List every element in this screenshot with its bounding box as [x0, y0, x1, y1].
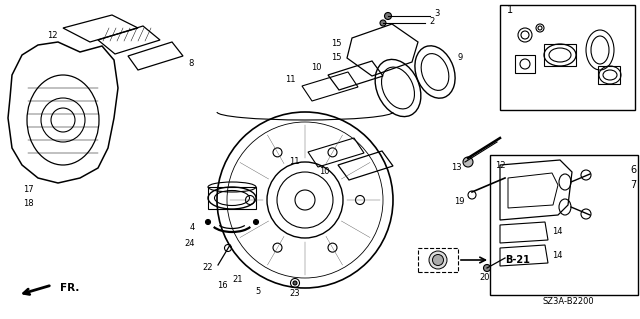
Text: 8: 8: [188, 58, 193, 68]
Text: 15: 15: [332, 54, 342, 63]
Text: 19: 19: [454, 197, 465, 206]
Text: FR.: FR.: [60, 283, 79, 293]
Text: SZ3A-B2200: SZ3A-B2200: [542, 298, 594, 307]
Text: 13: 13: [451, 164, 462, 173]
Circle shape: [205, 219, 211, 225]
Text: 11: 11: [289, 158, 300, 167]
Text: 22: 22: [203, 263, 213, 272]
Text: 17: 17: [22, 186, 33, 195]
Text: 2: 2: [429, 17, 435, 26]
Text: 3: 3: [434, 10, 440, 19]
Text: 18: 18: [22, 198, 33, 207]
Circle shape: [433, 255, 444, 265]
Text: 9: 9: [458, 54, 463, 63]
Text: 12: 12: [495, 160, 506, 169]
Bar: [544, 44, 576, 66]
Text: 24: 24: [184, 239, 195, 248]
Circle shape: [293, 281, 297, 285]
Bar: [515, 55, 535, 73]
Bar: [500, 5, 635, 110]
Text: 14: 14: [552, 227, 563, 236]
Text: 7: 7: [630, 180, 636, 190]
Bar: [418, 248, 458, 272]
Text: 16: 16: [217, 280, 227, 290]
Text: 1: 1: [507, 5, 513, 15]
Circle shape: [253, 219, 259, 225]
Text: 23: 23: [290, 290, 300, 299]
Bar: [208, 187, 256, 209]
Text: 11: 11: [285, 76, 296, 85]
Text: 20: 20: [480, 273, 490, 283]
Text: 21: 21: [233, 276, 243, 285]
Text: 10: 10: [312, 63, 322, 72]
Text: 15: 15: [332, 40, 342, 48]
Text: 5: 5: [255, 287, 260, 296]
Text: 6: 6: [630, 165, 636, 175]
Circle shape: [429, 251, 447, 269]
Text: 4: 4: [189, 224, 195, 233]
Circle shape: [385, 12, 392, 19]
Text: B-21: B-21: [505, 255, 530, 265]
Circle shape: [380, 20, 386, 26]
Bar: [598, 66, 620, 84]
Text: 10: 10: [319, 167, 330, 176]
Text: 12: 12: [47, 32, 58, 41]
Circle shape: [463, 157, 473, 167]
Bar: [490, 155, 638, 295]
Text: 14: 14: [552, 250, 563, 259]
Circle shape: [483, 264, 490, 271]
